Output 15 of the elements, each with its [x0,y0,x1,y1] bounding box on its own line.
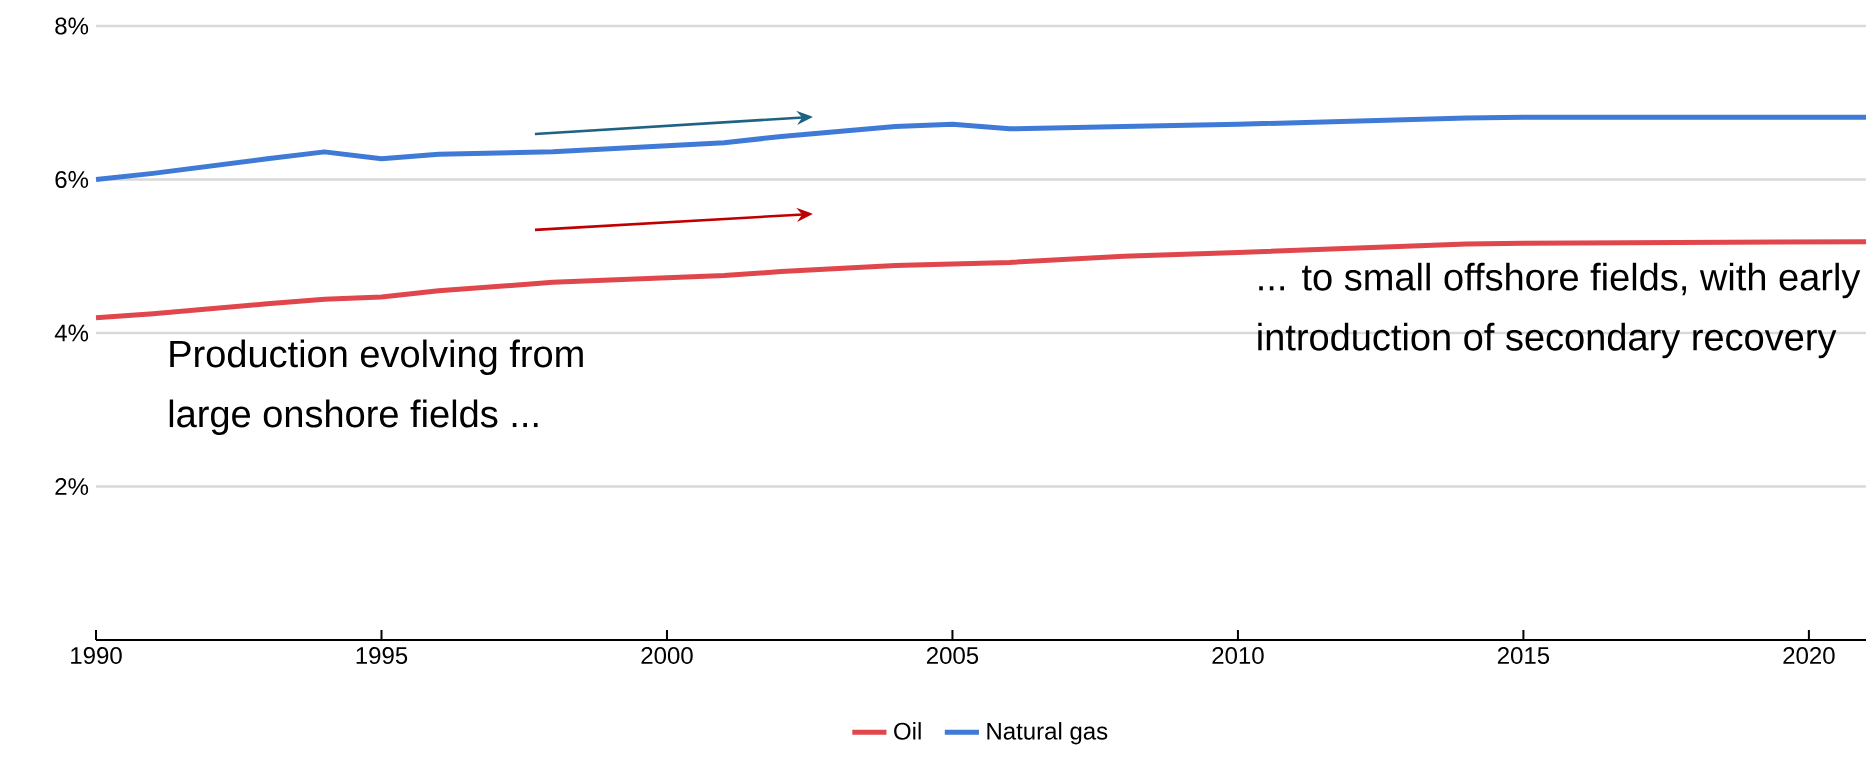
x-tick-label: 2010 [1212,647,1264,665]
x-tick-label: 1990 [71,647,122,665]
y-tick-label: 6% [55,171,89,188]
x-tick-label: 2015 [1497,647,1550,665]
annotation: Production evolving from large onshore fields ... [169,339,583,435]
y-tick-label: 8% [55,17,89,35]
x-tick-label: 2000 [641,647,693,665]
legend-label: Natural gas [987,722,1108,745]
legend-label: Oil [894,722,921,740]
x-tick-label: 1995 [356,647,408,665]
y-tick-label: 4% [54,324,89,342]
annotation: ... to small offshore fields, with early introduction of secondary recovery [1258,262,1861,359]
x-tick-label: 2020 [1783,647,1835,665]
x-tick-label: 2005 [926,647,979,665]
y-tick-label: 2% [55,478,89,495]
